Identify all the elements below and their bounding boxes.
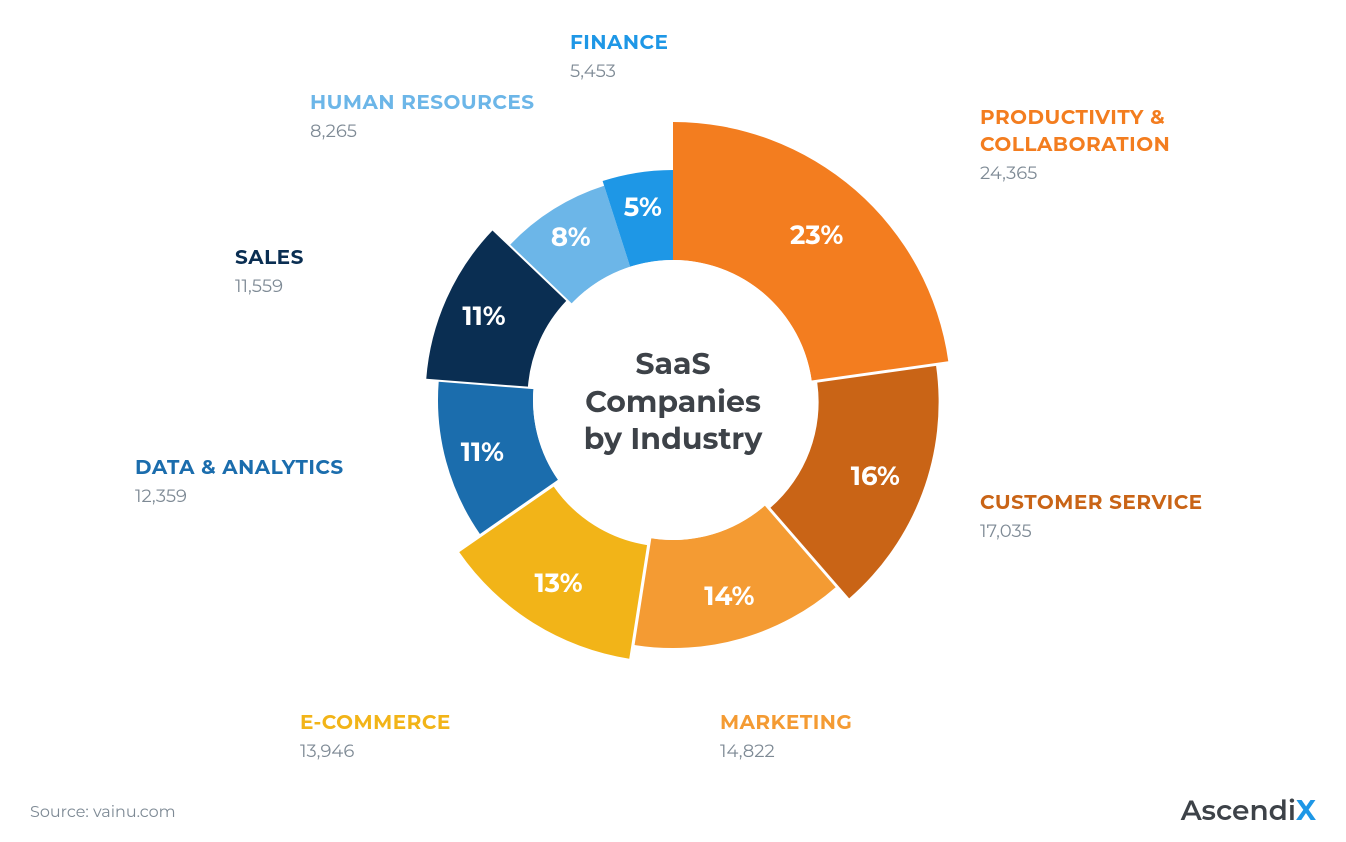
brand-x: X (1296, 794, 1316, 828)
slice-percent: 13% (534, 567, 582, 599)
slice-percent: 5% (624, 191, 662, 223)
slice-value: 17,035 (980, 519, 1203, 543)
slice-value: 12,359 (135, 484, 344, 508)
slice-external-label: CUSTOMER SERVICE17,035 (980, 490, 1203, 543)
slice-external-label: FINANCE5,453 (570, 30, 668, 83)
slice-external-label: SALES11,559 (235, 245, 304, 298)
slice-name: E-COMMERCE (300, 710, 451, 737)
slice-name: SALES (235, 245, 304, 272)
brand-text: Ascendi (1181, 794, 1296, 828)
slice-external-label: E-COMMERCE13,946 (300, 710, 451, 763)
slice-external-label: PRODUCTIVITY & COLLABORATION24,365 (980, 105, 1346, 185)
slice-value: 13,946 (300, 739, 451, 763)
slice-external-label: HUMAN RESOURCES8,265 (310, 90, 535, 143)
slice-percent: 14% (704, 580, 754, 612)
slice-name: PRODUCTIVITY & COLLABORATION (980, 105, 1346, 159)
chart-center-title: SaaSCompaniesby Industry (543, 345, 803, 458)
slice-external-label: MARKETING14,822 (720, 710, 852, 763)
slice-name: MARKETING (720, 710, 852, 737)
slice-value: 11,559 (235, 274, 304, 298)
slice-percent: 11% (462, 300, 505, 332)
brand-logo: AscendiX (1181, 794, 1316, 828)
slice-percent: 11% (461, 436, 504, 468)
slice-name: DATA & ANALYTICS (135, 455, 344, 482)
slice-value: 14,822 (720, 739, 852, 763)
slice-percent: 8% (551, 221, 591, 253)
slice-value: 24,365 (980, 161, 1346, 185)
slice-percent: 16% (851, 460, 900, 492)
slice-name: FINANCE (570, 30, 668, 57)
slice-value: 8,265 (310, 119, 535, 143)
slice-name: CUSTOMER SERVICE (980, 490, 1203, 517)
slice-external-label: DATA & ANALYTICS12,359 (135, 455, 344, 508)
slice-value: 5,453 (570, 59, 668, 83)
source-attribution: Source: vainu.com (30, 803, 176, 822)
slice-name: HUMAN RESOURCES (310, 90, 535, 117)
slice-percent: 23% (790, 219, 843, 251)
